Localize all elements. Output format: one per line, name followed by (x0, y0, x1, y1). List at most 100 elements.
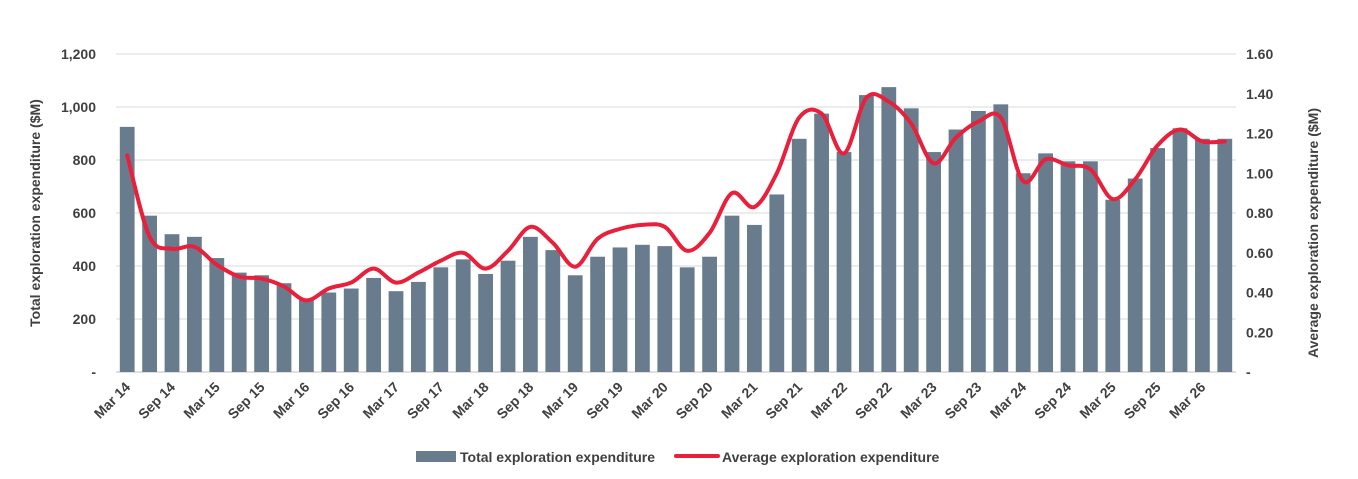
x-tick-label: Sep 20 (672, 379, 715, 422)
legend: Total exploration expenditure Average ex… (416, 449, 940, 465)
bar (567, 275, 583, 372)
right-tick-label: 1.00 (1246, 165, 1273, 181)
right-tick-label: 0.80 (1246, 205, 1273, 221)
bar (1083, 161, 1098, 372)
bar (679, 267, 695, 372)
x-tick-label: Mar 14 (91, 379, 134, 422)
bar (1038, 153, 1053, 372)
bar (590, 256, 605, 372)
right-tick-label: - (1246, 364, 1251, 380)
bar (1105, 199, 1121, 372)
bar (948, 129, 964, 372)
bar (366, 277, 381, 372)
bar (1172, 128, 1188, 372)
left-tick-label: 1,200 (61, 46, 96, 62)
bar (993, 104, 1009, 372)
bar (657, 246, 673, 372)
x-tick-label: Sep 24 (1031, 379, 1074, 422)
bar (433, 267, 449, 372)
bar (254, 275, 269, 372)
right-tick-label: 1.60 (1246, 46, 1273, 62)
bar (299, 299, 314, 372)
x-tick-label: Sep 22 (852, 379, 895, 422)
right-tick-label: 1.20 (1246, 126, 1273, 142)
bar (702, 256, 717, 372)
x-tick-label: Sep 15 (224, 379, 267, 422)
x-tick-label: Mar 25 (1076, 379, 1119, 422)
x-tick-label: Mar 16 (270, 379, 313, 422)
bar (859, 95, 874, 372)
x-axis-ticks: Mar 14 Sep 14 Mar 15 Sep 15 Mar 16 Sep 16 Mar … (91, 379, 1209, 422)
bar (545, 250, 561, 372)
bar (769, 194, 785, 372)
line-series (125, 92, 1227, 303)
bar (1195, 138, 1210, 372)
x-tick-label: Mar 20 (628, 379, 671, 422)
right-tick-label: 0.60 (1246, 245, 1273, 261)
x-tick-label: Sep 19 (583, 379, 626, 422)
x-tick-label: Mar 26 (1166, 379, 1209, 422)
x-tick-label: Mar 23 (897, 379, 940, 422)
left-tick-label: 200 (73, 311, 97, 327)
legend-bar-swatch (416, 451, 456, 462)
right-tick-label: 0.20 (1246, 324, 1273, 340)
bar (209, 258, 225, 372)
left-tick-label: 400 (73, 258, 97, 274)
bar (231, 272, 247, 372)
bar (747, 224, 762, 372)
bar (814, 113, 829, 372)
bar (500, 260, 516, 372)
x-tick-label: Sep 14 (135, 379, 178, 422)
x-tick-label: Sep 21 (762, 379, 805, 422)
x-tick-label: Mar 18 (449, 379, 492, 422)
bar (926, 152, 941, 372)
bar (187, 236, 202, 372)
bar (1015, 173, 1031, 372)
right-tick-label: 0.40 (1246, 285, 1273, 301)
bar (1150, 148, 1165, 372)
bar (724, 215, 740, 372)
bar (881, 87, 897, 372)
bar (1060, 161, 1076, 372)
bar (523, 236, 538, 372)
x-tick-label: Sep 18 (493, 379, 536, 422)
bar (321, 292, 337, 372)
left-tick-label: 600 (73, 205, 97, 221)
bar (971, 110, 986, 372)
x-tick-label: Mar 17 (359, 379, 402, 422)
x-tick-label: Sep 23 (941, 379, 984, 422)
bar (142, 215, 157, 372)
bar (164, 234, 180, 372)
bar (903, 108, 919, 372)
left-axis-ticks: - 200 400 600 800 1,000 1,200 (61, 46, 96, 380)
bar (343, 288, 359, 372)
x-tick-label: Mar 19 (539, 379, 582, 422)
bar (836, 152, 852, 372)
bar (411, 281, 426, 372)
bar-series (119, 87, 1233, 372)
bar (612, 247, 628, 372)
right-axis-title: Average exploration expenditure ($M) (1305, 108, 1321, 358)
bar (388, 291, 404, 372)
x-tick-label: Mar 22 (807, 379, 850, 422)
right-tick-label: 1.40 (1246, 86, 1273, 102)
bar (455, 259, 471, 372)
x-tick-label: Mar 21 (718, 379, 761, 422)
bar (635, 244, 650, 372)
left-tick-label: 800 (73, 152, 97, 168)
bar (119, 126, 135, 372)
left-tick-label: - (91, 364, 96, 380)
legend-line-label: Average exploration expenditure (722, 449, 940, 465)
right-axis-ticks: - 0.20 0.40 0.60 0.80 1.00 1.20 1.40 1.60 (1246, 46, 1273, 380)
bar (276, 283, 292, 372)
x-tick-label: Mar 24 (987, 379, 1030, 422)
bar (478, 273, 493, 372)
x-tick-label: Sep 25 (1120, 379, 1163, 422)
bar (791, 138, 807, 372)
left-axis-title: Total exploration expenditure ($M) (27, 99, 43, 327)
bar (1217, 138, 1233, 372)
x-tick-label: Sep 16 (314, 379, 357, 422)
left-tick-label: 1,000 (61, 99, 96, 115)
average-expenditure-line (125, 92, 1227, 303)
